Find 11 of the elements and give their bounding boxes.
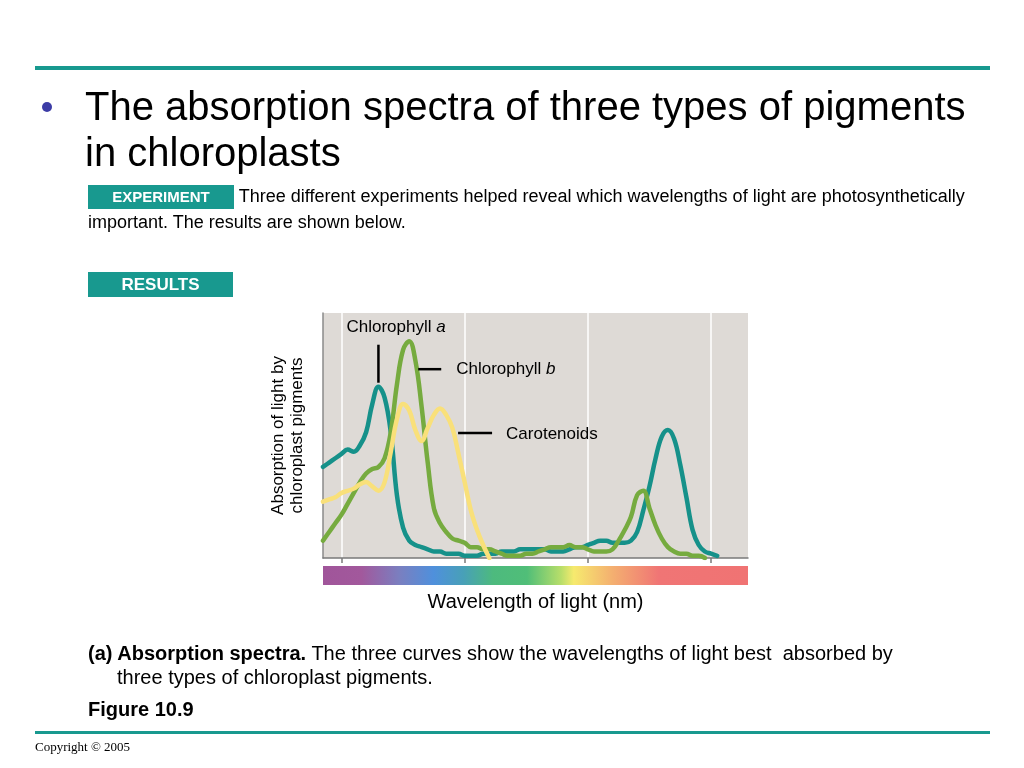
text: Carotenoids — [506, 424, 598, 445]
text: (a) Absorption spectra. The three curves show the wavelengths of light best absorbed by three types of chloroplast pigments. — [88, 641, 894, 689]
y-axis-title: Absorption of light by chloroplast pigments — [268, 355, 306, 515]
x-axis-title: Wavelength of light (nm) — [427, 590, 644, 612]
text: EXPERIMENT Three different experiments helped reveal which wavelengths of light are photosynthetically important. The results are shown below. — [88, 186, 965, 232]
text: RESULTS — [88, 272, 233, 297]
text: Chlorophyll b — [456, 359, 556, 380]
caption: Figure 10.9 — [88, 697, 194, 721]
text: Copyright © 2005 — [35, 739, 131, 754]
chart-title: The absorption spectra of three types of pigments in chloroplasts — [85, 83, 967, 175]
text: Chlorophyll a — [346, 316, 446, 337]
